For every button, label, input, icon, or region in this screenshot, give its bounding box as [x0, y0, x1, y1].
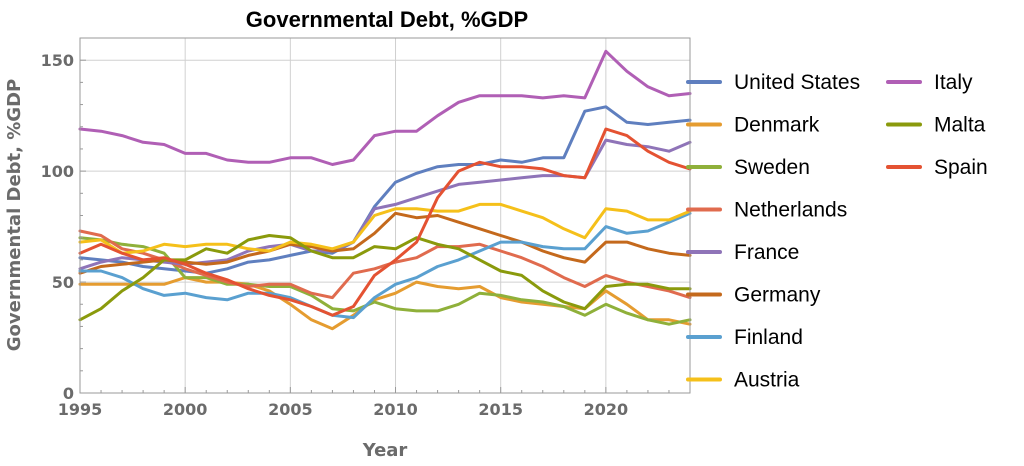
- x-tick-label: 2000: [163, 400, 208, 419]
- legend: United States Denmark Sweden Netherlands Fra…: [686, 71, 988, 392]
- plot-frame: [79, 37, 691, 394]
- chart-title: Governmental Debt, %GDP: [246, 7, 528, 32]
- y-tick-label: 100: [41, 162, 74, 181]
- series-line-italy: [78, 49, 692, 166]
- y-tick-label: 0: [63, 384, 74, 403]
- series-line-austria: [78, 202, 692, 255]
- legend-label-austria: Austria: [734, 369, 800, 392]
- x-axis-label: Year: [362, 440, 408, 461]
- series-line-netherlands: [78, 229, 692, 300]
- legend-label-malta: Malta: [934, 114, 986, 137]
- axis-ticks: 1995 2000 2005 2010 2015 2020 0 50 100 150: [41, 37, 691, 419]
- legend-label-spain: Spain: [934, 156, 988, 179]
- x-tick-label: 2005: [268, 400, 313, 419]
- legend-label-germany: Germany: [734, 284, 821, 307]
- legend-label-sweden: Sweden: [734, 156, 810, 179]
- series-line-sweden: [78, 236, 692, 326]
- series-line-malta: [78, 234, 692, 322]
- legend-label-france: France: [734, 241, 799, 264]
- series-line-united-states: [78, 105, 692, 275]
- x-tick-label: 2010: [373, 400, 418, 419]
- y-axis-label: Governmental Debt, %GDP: [4, 79, 25, 351]
- series-lines: [78, 49, 692, 331]
- legend-label-italy: Italy: [934, 71, 973, 94]
- x-tick-label: 2020: [584, 400, 629, 419]
- x-tick-label: 2015: [478, 400, 523, 419]
- gridlines: [80, 38, 690, 393]
- legend-label-united-states: United States: [734, 71, 860, 94]
- x-tick-label: 1995: [58, 400, 103, 419]
- series-line-denmark: [78, 276, 692, 331]
- y-tick-label: 150: [41, 51, 74, 70]
- series-line-spain: [78, 127, 692, 317]
- legend-label-finland: Finland: [734, 326, 803, 349]
- legend-label-netherlands: Netherlands: [734, 199, 847, 222]
- series-line-finland: [78, 211, 692, 320]
- legend-label-denmark: Denmark: [734, 114, 820, 137]
- y-tick-label: 50: [52, 273, 74, 292]
